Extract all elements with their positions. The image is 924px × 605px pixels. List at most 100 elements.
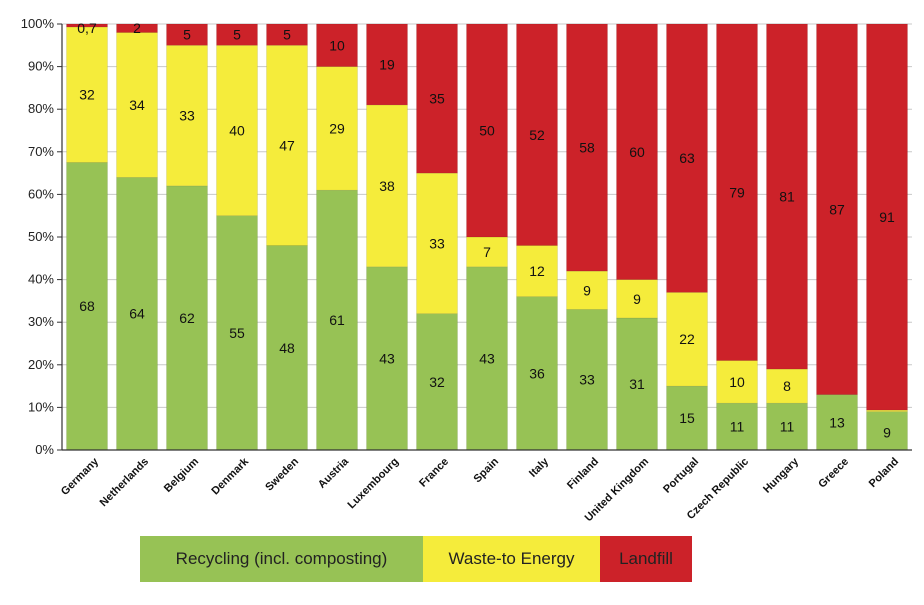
x-tick-label: Hungary — [761, 455, 802, 496]
data-label: 36 — [529, 365, 545, 381]
y-tick-label: 50% — [28, 229, 54, 244]
data-label: 15 — [679, 410, 695, 426]
legend: Recycling (incl. composting) Waste-to En… — [140, 536, 692, 582]
data-label: 38 — [379, 178, 395, 194]
bar-segment — [66, 162, 108, 451]
bar-segment — [866, 23, 908, 411]
x-tick-label: Spain — [471, 455, 501, 485]
data-label: 34 — [129, 97, 145, 113]
data-label: 64 — [129, 306, 145, 322]
x-tick-label: Germany — [59, 455, 102, 498]
bar-segment — [366, 104, 408, 268]
data-label: 11 — [730, 419, 745, 435]
data-label: 32 — [429, 374, 445, 390]
data-label: 43 — [379, 350, 395, 366]
data-label: 33 — [429, 235, 445, 251]
data-label: 5 — [233, 27, 241, 43]
x-tick-label: Luxembourg — [346, 456, 402, 512]
bar-segment — [216, 45, 258, 216]
data-label: 60 — [629, 144, 645, 160]
x-tick-label: Sweden — [263, 455, 301, 493]
data-label: 10 — [329, 37, 345, 53]
y-tick-label: 20% — [28, 357, 54, 372]
bar-segment — [416, 313, 458, 451]
data-label: 8 — [783, 378, 791, 394]
bar-segment — [266, 245, 308, 451]
x-tick-label: Greece — [816, 456, 851, 491]
bar-segment — [166, 45, 208, 187]
bar-segment — [666, 292, 708, 387]
data-label: 31 — [629, 376, 645, 392]
y-tick-label: 90% — [28, 59, 54, 74]
bar-segment — [566, 270, 608, 310]
data-label: 79 — [729, 184, 745, 200]
data-label: 35 — [429, 91, 445, 107]
data-label: 9 — [883, 425, 891, 441]
data-label: 33 — [579, 372, 595, 388]
bar-segment — [516, 23, 558, 246]
bar-segment — [216, 23, 258, 46]
bar-segment — [166, 185, 208, 451]
x-tick-label: Denmark — [209, 455, 251, 497]
x-tick-label: Italy — [527, 455, 552, 480]
data-label: 5 — [283, 27, 291, 43]
data-label: 5 — [183, 27, 191, 43]
y-tick-label: 40% — [28, 272, 54, 287]
bar-segment — [666, 23, 708, 293]
data-label: 40 — [229, 123, 245, 139]
bar-segment — [116, 177, 158, 451]
data-label: 2 — [133, 20, 141, 36]
bar-segment — [416, 172, 458, 314]
data-label: 48 — [279, 340, 295, 356]
y-tick-label: 100% — [21, 16, 55, 31]
legend-item-landfill: Landfill — [600, 536, 692, 582]
data-label: 61 — [329, 312, 345, 328]
bar-segment — [266, 45, 308, 246]
bar-segment — [316, 66, 358, 191]
bar-segment — [566, 23, 608, 272]
legend-item-recycling: Recycling (incl. composting) — [140, 536, 423, 582]
bar-segment — [216, 215, 258, 451]
data-label: 11 — [780, 419, 795, 435]
y-tick-label: 0% — [35, 442, 54, 457]
legend-label-waste-to-energy: Waste-to Energy — [448, 549, 575, 568]
x-tick-label: France — [417, 456, 451, 490]
x-tick-label: Netherlands — [98, 456, 151, 509]
data-label: 19 — [379, 56, 395, 72]
data-label: 22 — [679, 331, 695, 347]
legend-item-waste-to-energy: Waste-to Energy — [423, 536, 600, 582]
data-label: 13 — [829, 414, 845, 430]
data-label: 47 — [279, 137, 295, 153]
legend-label-landfill: Landfill — [619, 549, 673, 568]
bar-segment — [316, 23, 358, 67]
x-tick-label: Belgium — [162, 455, 201, 494]
bar-segment — [816, 394, 858, 451]
bar-segment — [816, 23, 858, 395]
stacked-bar-chart: 68320,7643426233555405484756129104338193… — [21, 16, 912, 524]
data-label: 87 — [829, 201, 845, 217]
y-tick-label: 70% — [28, 144, 54, 159]
y-tick-label: 30% — [28, 314, 54, 329]
x-tick-label: Finland — [565, 456, 601, 492]
bar-segment — [766, 23, 808, 370]
bar-segment — [716, 360, 758, 404]
bar-segment — [116, 23, 158, 33]
data-label: 43 — [479, 350, 495, 366]
bar-segment — [616, 279, 658, 319]
bar-segment — [116, 32, 158, 178]
data-label: 0,7 — [77, 20, 97, 36]
bar-segment — [166, 23, 208, 46]
data-label: 62 — [179, 310, 195, 326]
bar-segment — [766, 402, 808, 451]
data-label: 52 — [529, 127, 545, 143]
bar-segment — [616, 23, 658, 280]
bar-segment — [466, 236, 508, 268]
bar-segment — [716, 402, 758, 451]
data-label: 63 — [679, 150, 695, 166]
bar-segment — [66, 26, 108, 163]
bar-segment — [366, 23, 408, 106]
y-tick-label: 10% — [28, 399, 54, 414]
data-label: 81 — [779, 189, 795, 205]
data-label: 55 — [229, 325, 245, 341]
data-label: 58 — [579, 140, 595, 156]
